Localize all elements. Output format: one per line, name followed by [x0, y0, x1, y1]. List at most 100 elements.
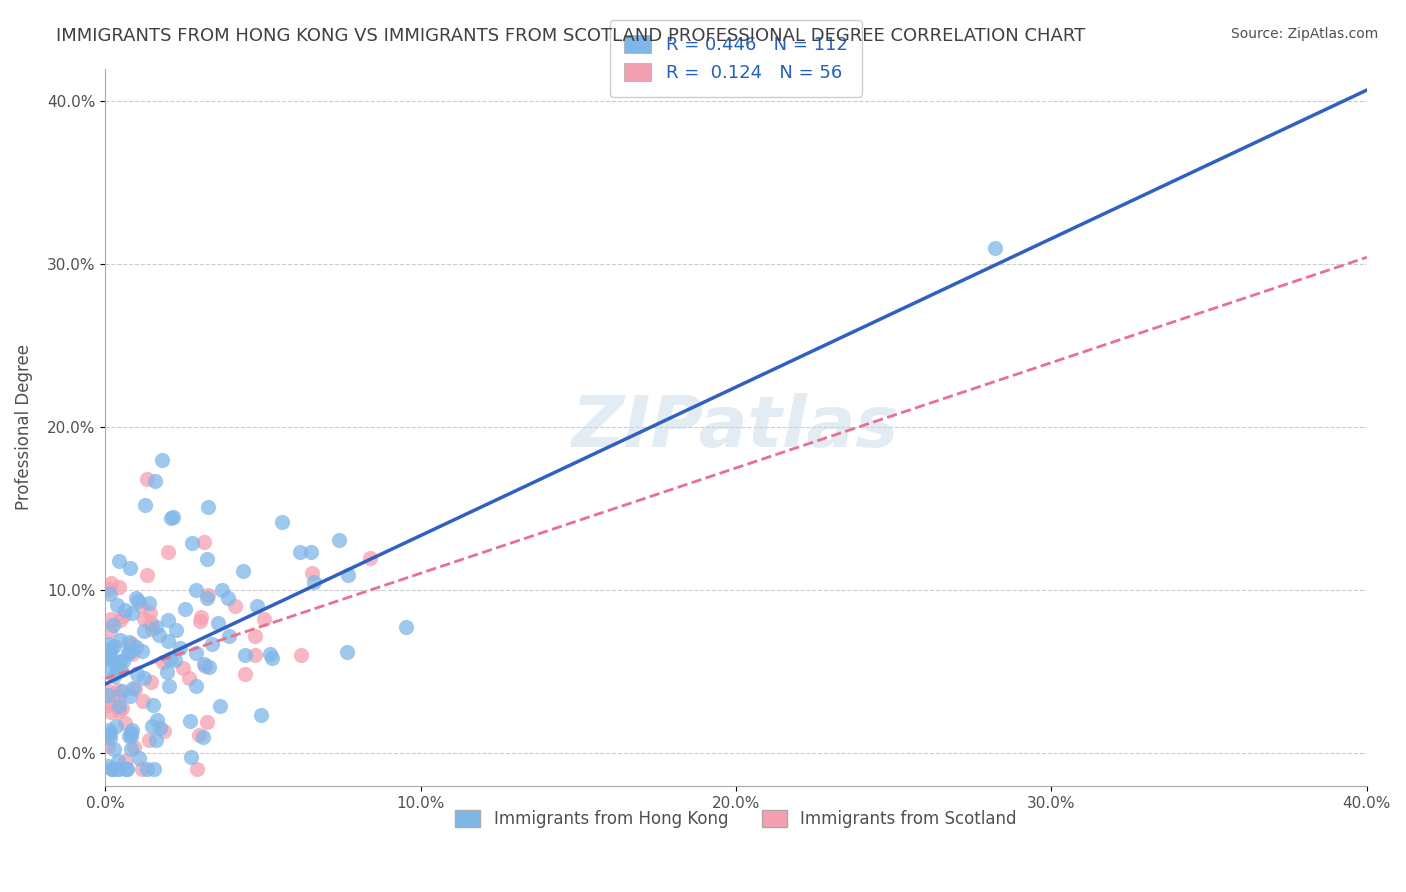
Point	[107, 689, 129, 703]
Point	[218, 629, 240, 643]
Point	[259, 648, 281, 662]
Point	[157, 633, 180, 648]
Point	[148, 628, 170, 642]
Point	[193, 657, 215, 672]
Point	[100, 649, 122, 664]
Point	[120, 729, 142, 743]
Point	[132, 612, 155, 626]
Point	[156, 665, 179, 679]
Point	[132, 694, 155, 708]
Point	[328, 533, 350, 547]
Point	[174, 601, 197, 615]
Point	[97, 729, 120, 743]
Point	[159, 652, 181, 666]
Point	[127, 594, 149, 608]
Legend: Immigrants from Hong Kong, Immigrants from Scotland: Immigrants from Hong Kong, Immigrants fr…	[449, 804, 1024, 835]
Point	[359, 551, 381, 566]
Point	[103, 640, 125, 654]
Text: ZIPatlas: ZIPatlas	[572, 392, 900, 462]
Point	[97, 582, 120, 597]
Point	[143, 763, 166, 777]
Point	[145, 620, 167, 634]
Point	[157, 545, 180, 559]
Point	[301, 566, 323, 580]
Point	[145, 714, 167, 728]
Point	[115, 763, 138, 777]
Point	[104, 763, 127, 777]
Point	[145, 733, 167, 747]
Point	[120, 561, 142, 575]
Point	[184, 647, 207, 661]
Point	[101, 763, 124, 777]
Point	[98, 726, 121, 740]
Point	[101, 617, 124, 632]
Point	[245, 599, 267, 614]
Point	[152, 655, 174, 669]
Point	[186, 763, 208, 777]
Point	[118, 634, 141, 648]
Point	[97, 637, 120, 651]
Point	[100, 763, 122, 777]
Point	[134, 671, 156, 685]
Point	[153, 724, 176, 739]
Point	[197, 591, 219, 605]
Point	[131, 644, 153, 658]
Point	[232, 564, 254, 578]
Point	[250, 708, 273, 723]
Point	[104, 719, 127, 733]
Text: IMMIGRANTS FROM HONG KONG VS IMMIGRANTS FROM SCOTLAND PROFESSIONAL DEGREE CORREL: IMMIGRANTS FROM HONG KONG VS IMMIGRANTS …	[56, 27, 1085, 45]
Point	[97, 649, 120, 664]
Point	[211, 583, 233, 598]
Point	[97, 688, 120, 702]
Point	[141, 623, 163, 637]
Point	[107, 754, 129, 768]
Point	[115, 762, 138, 776]
Point	[139, 675, 162, 690]
Point	[235, 666, 257, 681]
Point	[114, 603, 136, 617]
Point	[97, 649, 120, 664]
Point	[217, 591, 239, 606]
Point	[112, 654, 135, 668]
Point	[111, 700, 134, 714]
Point	[149, 721, 172, 735]
Point	[125, 591, 148, 606]
Point	[165, 623, 187, 637]
Point	[165, 653, 187, 667]
Text: Source: ZipAtlas.com: Source: ZipAtlas.com	[1230, 27, 1378, 41]
Y-axis label: Professional Degree: Professional Degree	[15, 344, 32, 510]
Point	[111, 684, 134, 698]
Point	[180, 535, 202, 549]
Point	[159, 511, 181, 525]
Point	[132, 624, 155, 638]
Point	[110, 613, 132, 627]
Point	[245, 648, 267, 662]
Point	[336, 645, 359, 659]
Point	[172, 661, 194, 675]
Point	[302, 575, 325, 590]
Point	[141, 719, 163, 733]
Point	[108, 580, 131, 594]
Point	[124, 681, 146, 696]
Point	[114, 754, 136, 768]
Point	[97, 684, 120, 698]
Point	[108, 698, 131, 713]
Point	[136, 763, 159, 777]
Point	[197, 551, 219, 566]
Point	[143, 475, 166, 489]
Point	[208, 699, 231, 714]
Point	[197, 660, 219, 674]
Point	[290, 648, 312, 663]
Point	[157, 613, 180, 627]
Point	[100, 705, 122, 719]
Point	[97, 652, 120, 666]
Point	[121, 647, 143, 661]
Point	[118, 645, 141, 659]
Point	[169, 641, 191, 656]
Point	[131, 763, 153, 777]
Point	[98, 624, 121, 638]
Point	[98, 723, 121, 737]
Point	[129, 599, 152, 614]
Point	[110, 663, 132, 677]
Point	[139, 615, 162, 630]
